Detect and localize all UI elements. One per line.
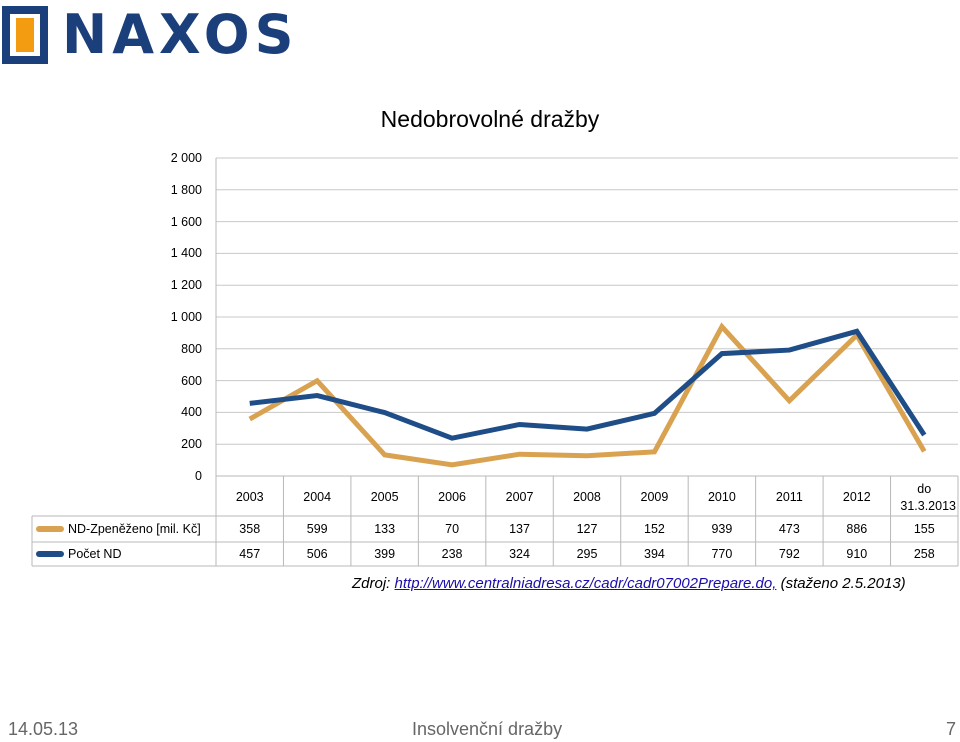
y-tick-label: 1 400 (170, 246, 202, 261)
data-value-label: 358 (239, 522, 261, 536)
y-tick-label: 1 800 (170, 182, 202, 197)
y-tick-label: 800 (181, 341, 202, 356)
data-value-label: 394 (644, 547, 665, 561)
x-category-label: 2003 (235, 490, 264, 504)
x-category-label: 2004 (303, 490, 332, 504)
footer-page-number: 7 (946, 719, 957, 739)
data-value-label: 127 (576, 522, 598, 536)
data-table-grid (31, 158, 959, 567)
legend-swatch (36, 526, 64, 532)
data-value-label: 295 (576, 547, 598, 561)
series-line-2 (249, 328, 927, 441)
data-value-label: 399 (374, 547, 396, 561)
source-prefix: Zdroj: (352, 575, 395, 592)
y-tick-label: 400 (181, 405, 202, 420)
data-value-label: 939 (711, 522, 733, 536)
x-category-label: 2012 (842, 490, 871, 504)
data-value-label: 792 (778, 547, 800, 561)
data-value-label: 70 (445, 522, 460, 536)
data-value-label: 258 (913, 547, 935, 561)
series-lines (248, 322, 927, 468)
source-suffix: (staženo 2.5.2013) (776, 575, 906, 592)
legend-swatch (36, 551, 64, 557)
legend-label: Počet ND (68, 547, 122, 561)
x-category-label: 2006 (438, 490, 466, 504)
data-value-label: 155 (913, 522, 935, 536)
x-category-label: 2010 (707, 490, 736, 504)
data-value-label: 238 (441, 547, 463, 561)
y-tick-label: 1 200 (170, 278, 202, 293)
footer-date: 14.05.13 (8, 719, 79, 739)
x-category-label: do 31.3.2013 (900, 482, 956, 513)
data-value-label: 133 (374, 522, 396, 536)
data-value-label: 599 (306, 522, 328, 536)
naxos-logo: NAXOS (0, 0, 300, 70)
y-tick-label: 1 000 (170, 310, 202, 324)
data-value-label: 457 (239, 547, 261, 561)
y-tick-label: 600 (181, 373, 202, 388)
data-value-label: 770 (711, 547, 733, 561)
logo-text: NAXOS (62, 3, 299, 66)
chart-title: Nedobrovolné dražby (380, 106, 600, 132)
data-value-label: 324 (509, 547, 530, 561)
data-value-label: 506 (306, 547, 328, 561)
naxos-logo-mark-icon (2, 6, 48, 64)
y-tick-label: 2 000 (170, 151, 202, 165)
x-category-label: 2009 (640, 490, 669, 504)
y-tick-label: 1 600 (170, 214, 202, 229)
x-category-label: 2008 (573, 490, 601, 504)
series-line-1 (248, 322, 927, 468)
y-tick-label: 0 (195, 469, 202, 483)
legend-label: ND-Zpeněženo [mil. Kč] (68, 522, 201, 536)
x-category-label: 2007 (505, 490, 534, 504)
footer-title: Insolvenční dražby (412, 719, 563, 739)
data-value-label: 152 (644, 522, 665, 536)
x-category-label: 2005 (370, 490, 399, 504)
data-value-label: 473 (778, 522, 800, 536)
source-link[interactable]: http://www.centralniadresa.cz/cadr/cadr0… (394, 575, 777, 592)
y-tick-label: 200 (181, 437, 202, 452)
data-value-label: 137 (509, 522, 530, 536)
x-category-label: 2011 (775, 490, 803, 504)
data-value-label: 910 (846, 547, 868, 561)
source-note: Zdroj: http://www.centralniadresa.cz/cad… (352, 575, 906, 592)
data-value-label: 886 (846, 522, 868, 536)
